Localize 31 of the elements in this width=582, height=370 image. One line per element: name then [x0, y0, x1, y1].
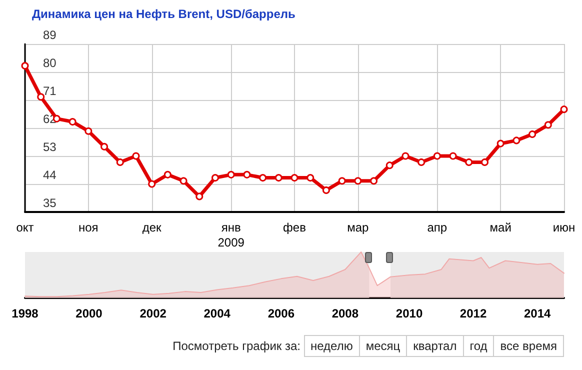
- text: все время: [493, 335, 564, 357]
- x-tick-label: апр: [427, 220, 448, 234]
- x-tick-label: фев: [283, 220, 306, 234]
- x-tick-label: 2000: [76, 306, 103, 320]
- y-tick-label: 35: [43, 196, 57, 210]
- x-tick-label: 2014: [524, 306, 552, 320]
- text: месяц: [358, 335, 408, 357]
- x-tick-label: янв 2009: [218, 220, 245, 250]
- y-tick-label: 71: [43, 84, 57, 98]
- x-tick-label: ноя: [78, 220, 98, 234]
- y-tick-label: 80: [43, 56, 57, 70]
- x-tick-label: 2002: [140, 306, 167, 320]
- text: квартал: [406, 335, 464, 357]
- x-tick-label: июн: [552, 220, 576, 234]
- x-tick-label: май: [490, 220, 512, 234]
- x-tick-label: дек: [142, 220, 162, 234]
- x-tick-label: мар: [347, 220, 370, 234]
- x-tick-label: окт: [16, 220, 34, 234]
- text: неделю: [304, 335, 360, 357]
- y-tick-label: 44: [43, 168, 57, 182]
- text: Посмотреть график за:: [172, 339, 300, 353]
- y-tick-label: 53: [43, 140, 57, 154]
- chart-title: Динамика цен на Нефть Brent, USD/баррель: [32, 7, 296, 21]
- x-tick-label: 1998: [12, 306, 39, 320]
- x-tick-label: 2008: [332, 306, 359, 320]
- y-tick-label: 89: [43, 28, 57, 42]
- x-tick-label: 2012: [460, 306, 487, 320]
- text: год: [462, 335, 494, 357]
- x-tick-label: 2010: [396, 306, 423, 320]
- x-tick-label: 2004: [204, 306, 231, 320]
- x-tick-label: 2006: [268, 306, 295, 320]
